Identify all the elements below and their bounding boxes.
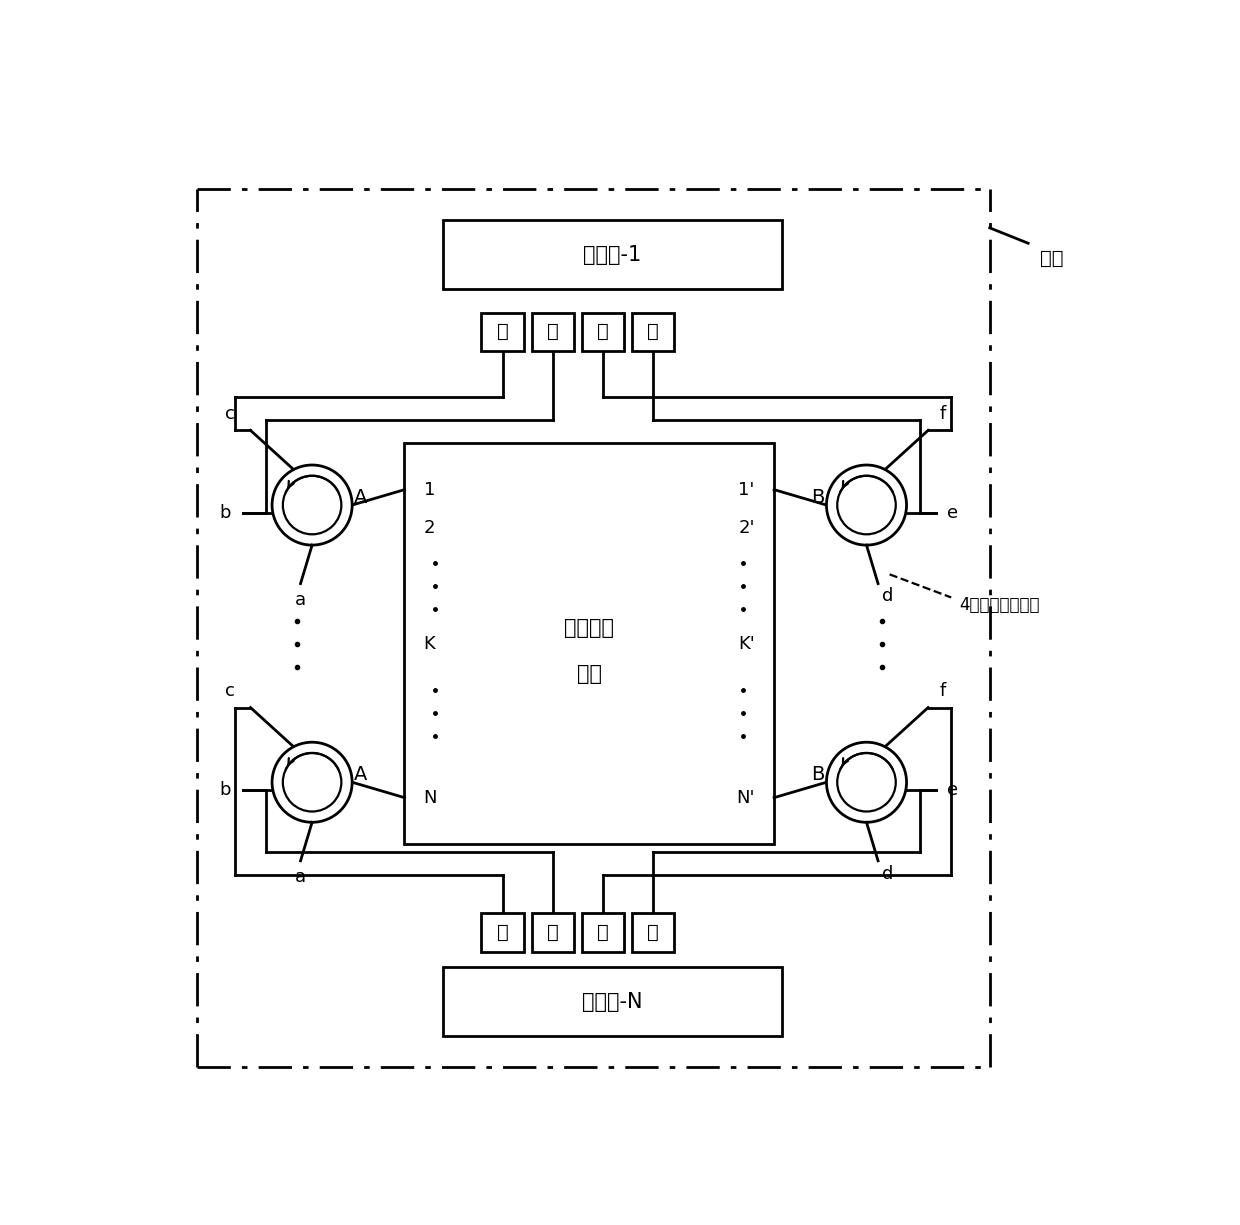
Text: a: a bbox=[295, 869, 306, 887]
Text: 2': 2' bbox=[738, 519, 755, 537]
Text: 1: 1 bbox=[424, 480, 435, 499]
Text: A: A bbox=[353, 766, 367, 784]
Circle shape bbox=[826, 466, 906, 545]
Text: 发: 发 bbox=[647, 922, 658, 942]
Text: 发: 发 bbox=[497, 322, 508, 342]
Text: d: d bbox=[882, 588, 893, 605]
Text: B: B bbox=[811, 766, 825, 784]
Bar bbox=[582, 312, 624, 352]
Text: c: c bbox=[226, 404, 236, 423]
Text: b: b bbox=[219, 503, 231, 522]
Text: N': N' bbox=[737, 789, 755, 806]
Text: 收: 收 bbox=[497, 922, 508, 942]
Bar bbox=[532, 913, 574, 952]
Text: e: e bbox=[947, 782, 959, 799]
Text: 发: 发 bbox=[547, 922, 558, 942]
Bar bbox=[532, 312, 574, 352]
Text: 收: 收 bbox=[547, 322, 558, 342]
Text: 收: 收 bbox=[596, 922, 609, 942]
Bar bbox=[481, 312, 523, 352]
Text: b: b bbox=[219, 782, 231, 799]
Text: a: a bbox=[295, 592, 306, 609]
Text: B: B bbox=[811, 488, 825, 507]
Text: c: c bbox=[226, 682, 236, 699]
Text: f: f bbox=[940, 682, 946, 699]
Bar bbox=[443, 220, 781, 289]
Text: 光栅: 光栅 bbox=[577, 664, 601, 685]
Text: 阵列波导: 阵列波导 bbox=[564, 619, 614, 638]
Bar bbox=[582, 913, 624, 952]
Text: e: e bbox=[947, 503, 959, 522]
Text: N: N bbox=[424, 789, 438, 806]
Bar bbox=[404, 443, 774, 844]
Text: 2: 2 bbox=[424, 519, 435, 537]
Bar bbox=[443, 967, 781, 1036]
Text: 发: 发 bbox=[596, 322, 609, 342]
Circle shape bbox=[272, 466, 352, 545]
Text: A: A bbox=[353, 488, 367, 507]
Text: 服务器-N: 服务器-N bbox=[582, 992, 642, 1012]
Circle shape bbox=[272, 742, 352, 822]
Text: 4端口光纤环形器: 4端口光纤环形器 bbox=[959, 597, 1039, 614]
Text: 服务器-1: 服务器-1 bbox=[583, 245, 641, 265]
Bar bbox=[631, 312, 675, 352]
Bar bbox=[631, 913, 675, 952]
Text: K': K' bbox=[738, 635, 755, 653]
Circle shape bbox=[826, 742, 906, 822]
Bar bbox=[481, 913, 523, 952]
Text: f: f bbox=[940, 404, 946, 423]
Text: K: K bbox=[424, 635, 435, 653]
Text: 1': 1' bbox=[739, 480, 755, 499]
Text: 收: 收 bbox=[647, 322, 658, 342]
Text: d: d bbox=[882, 865, 893, 883]
Text: 机柜: 机柜 bbox=[1039, 249, 1063, 268]
